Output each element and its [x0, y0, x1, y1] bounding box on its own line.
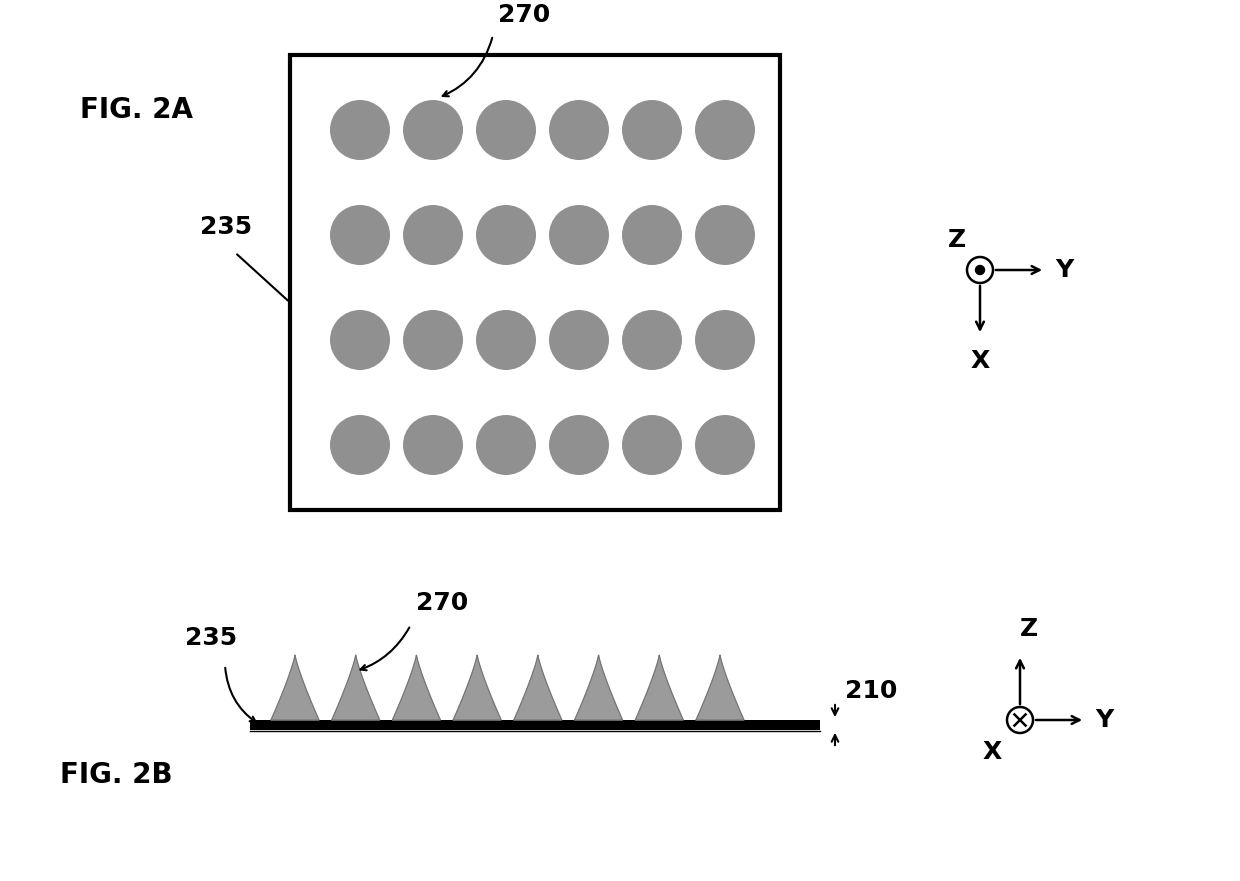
Circle shape	[403, 100, 463, 160]
Polygon shape	[574, 655, 622, 720]
Text: 235: 235	[200, 216, 252, 240]
Bar	[290, 55, 780, 510]
Circle shape	[694, 310, 755, 370]
Circle shape	[403, 310, 463, 370]
Circle shape	[330, 310, 391, 370]
Circle shape	[967, 257, 993, 283]
Text: 235: 235	[185, 626, 237, 650]
Text: 270: 270	[498, 3, 551, 27]
Circle shape	[622, 310, 682, 370]
Circle shape	[549, 310, 609, 370]
Circle shape	[476, 310, 536, 370]
Circle shape	[622, 100, 682, 160]
Text: Z: Z	[1021, 617, 1038, 641]
Circle shape	[476, 415, 536, 475]
Text: FIG. 2B: FIG. 2B	[60, 761, 172, 789]
Circle shape	[476, 100, 536, 160]
Polygon shape	[635, 655, 683, 720]
Text: 270: 270	[415, 591, 467, 615]
Circle shape	[403, 415, 463, 475]
Circle shape	[622, 205, 682, 265]
Circle shape	[622, 415, 682, 475]
Polygon shape	[513, 655, 562, 720]
Circle shape	[694, 100, 755, 160]
Text: X: X	[971, 349, 990, 373]
Polygon shape	[696, 655, 744, 720]
Circle shape	[976, 265, 985, 275]
Text: 210: 210	[844, 679, 898, 703]
Circle shape	[1007, 707, 1033, 733]
Circle shape	[330, 100, 391, 160]
Text: X: X	[983, 740, 1002, 764]
Text: Z: Z	[947, 228, 966, 252]
Bar	[250, 720, 820, 730]
Text: Y: Y	[1095, 708, 1114, 732]
Circle shape	[330, 205, 391, 265]
Polygon shape	[453, 655, 501, 720]
Polygon shape	[392, 655, 440, 720]
Polygon shape	[332, 655, 379, 720]
Circle shape	[476, 205, 536, 265]
Circle shape	[694, 415, 755, 475]
Polygon shape	[272, 655, 319, 720]
Circle shape	[549, 205, 609, 265]
Text: Y: Y	[1055, 258, 1074, 282]
Circle shape	[549, 100, 609, 160]
Circle shape	[403, 205, 463, 265]
Circle shape	[694, 205, 755, 265]
Text: FIG. 2A: FIG. 2A	[81, 96, 193, 124]
Circle shape	[549, 415, 609, 475]
Circle shape	[330, 415, 391, 475]
